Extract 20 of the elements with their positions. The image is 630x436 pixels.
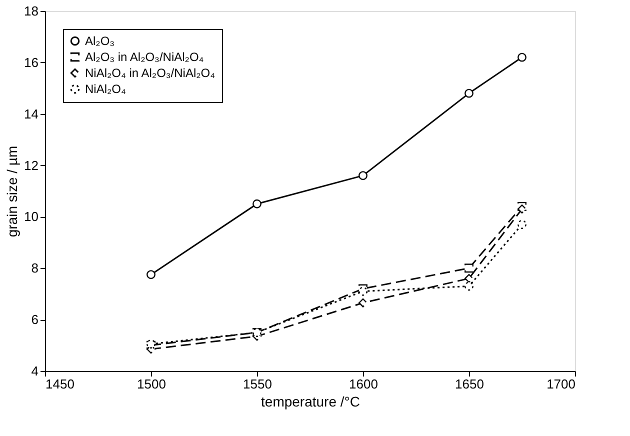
y-tick-label: 6 (31, 312, 38, 328)
y-tick-label: 10 (24, 209, 38, 224)
x-tick-label: 1600 (349, 376, 378, 392)
x-axis-title: temperature /°C (261, 394, 360, 410)
y-tick-label: 8 (31, 260, 38, 276)
y-tick-label: 16 (24, 54, 38, 70)
y-tick-label: 18 (24, 4, 38, 18)
y-tick-label: 4 (31, 364, 38, 378)
legend-label: Al₂O₃ in Al₂O₃/NiAl₂O₄ (85, 50, 204, 64)
x-tick-label: 1650 (455, 376, 484, 392)
y-axis-title: grain size / µm (4, 146, 20, 238)
x-tick-label: 1500 (137, 376, 166, 392)
legend-label: Al₂O₃ (85, 34, 115, 48)
x-tick-label: 1550 (243, 376, 272, 392)
x-tick-label: 1700 (546, 376, 576, 392)
x-tick-label: 1450 (46, 376, 74, 392)
legend-label: NiAl₂O₄ (85, 82, 126, 96)
legend-label: NiAl₂O₄ in Al₂O₃/NiAl₂O₄ (85, 66, 216, 80)
y-tick-label: 14 (24, 106, 38, 122)
y-tick-label: 12 (24, 158, 38, 173)
